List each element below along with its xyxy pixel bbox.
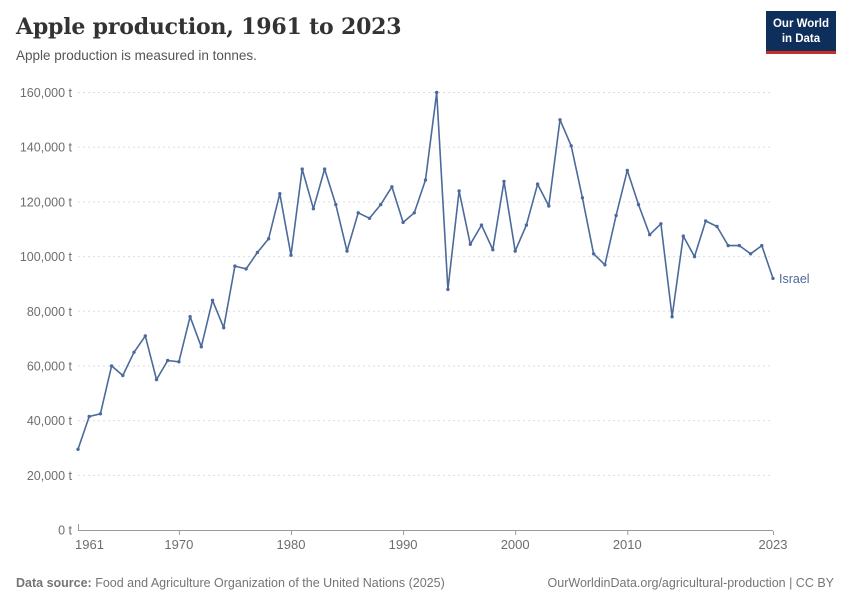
data-point (491, 248, 495, 252)
data-point (737, 243, 742, 248)
data-point (300, 167, 304, 171)
y-axis-tick-label: 100,000 t (20, 250, 73, 264)
y-axis-tick-label: 80,000 t (27, 305, 73, 319)
data-point (188, 315, 192, 319)
data-point (154, 377, 159, 382)
data-point (199, 345, 203, 349)
data-point (535, 182, 540, 186)
data-point (636, 202, 641, 207)
data-point (692, 254, 697, 259)
data-point (322, 167, 327, 171)
data-point (356, 211, 360, 215)
y-axis-tick-label: 0 t (58, 524, 72, 538)
data-point (98, 412, 103, 416)
data-point (379, 202, 383, 207)
y-axis-tick-label: 40,000 t (27, 414, 73, 428)
data-point (591, 252, 596, 256)
data-point (580, 196, 585, 200)
data-point (166, 358, 170, 363)
data-point (715, 224, 719, 229)
data-point (423, 178, 428, 182)
data-point (345, 249, 349, 253)
data-point (569, 144, 573, 148)
data-point (334, 202, 338, 207)
data-point (513, 249, 517, 253)
owid-logo-line2: in Data (781, 32, 821, 45)
x-axis-tick-label: 1970 (164, 537, 193, 552)
x-axis-tick-label: 2023 (759, 537, 788, 552)
data-point (289, 253, 293, 257)
data-point (502, 179, 506, 184)
owid-logo-line1: Our World (772, 18, 829, 30)
y-axis-tick-label: 60,000 t (27, 359, 73, 373)
chart-title: Apple production, 1961 to 2023 (16, 14, 402, 40)
data-point (367, 216, 372, 220)
chart-subtitle: Apple production is measured in tonnes. (16, 48, 257, 63)
footer-link[interactable]: OurWorldinData.org/agricultural-producti… (547, 576, 834, 590)
data-point (76, 447, 80, 451)
x-axis-tick-label: 2000 (501, 537, 530, 552)
data-point (435, 90, 439, 95)
data-point (109, 364, 114, 368)
data-point (390, 185, 394, 189)
data-point (648, 233, 652, 237)
x-axis-tick-label: 1961 (75, 537, 104, 552)
data-point (121, 373, 125, 378)
data-point (704, 219, 708, 223)
data-point (468, 242, 472, 246)
data-point (603, 263, 607, 267)
data-point (311, 207, 316, 211)
data-point (132, 350, 136, 354)
data-point (255, 250, 260, 255)
x-axis-tick-label: 1990 (389, 537, 418, 552)
data-point (177, 360, 181, 364)
data-point (210, 298, 215, 302)
data-point (625, 168, 629, 173)
y-axis-tick-label: 140,000 t (20, 141, 73, 155)
y-axis-tick-label: 160,000 t (20, 86, 73, 100)
chart-header: Apple production, 1961 to 2023 Apple pro… (16, 14, 760, 63)
data-point (457, 189, 461, 193)
data-point (278, 192, 282, 196)
data-point (614, 213, 618, 218)
data-point (222, 326, 226, 330)
x-axis-tick-label: 2010 (613, 537, 642, 552)
data-point (547, 204, 551, 208)
line-series-israel (77, 91, 774, 451)
data-point (748, 252, 753, 256)
data-point (244, 267, 248, 271)
data-point (479, 223, 484, 227)
data-point (659, 222, 663, 226)
footer-source-label: Data source: (16, 576, 92, 590)
data-point (266, 237, 271, 241)
y-axis-tick-label: 20,000 t (27, 469, 73, 483)
data-point (412, 211, 416, 215)
data-point (681, 234, 685, 238)
data-point (670, 315, 674, 319)
data-point (726, 243, 730, 248)
data-point (401, 220, 405, 225)
footer-source: Data source: Food and Agriculture Organi… (16, 576, 445, 590)
data-point (771, 276, 775, 281)
data-point (233, 264, 237, 268)
owid-logo[interactable]: Our World in Data (765, 11, 836, 54)
data-point (143, 334, 147, 338)
y-axis-tick-label: 120,000 t (20, 195, 73, 209)
data-point (558, 118, 562, 122)
series-label-israel: Israel (779, 272, 810, 286)
data-point (87, 414, 91, 419)
data-point (446, 287, 450, 292)
data-point (524, 223, 529, 227)
data-point (760, 243, 764, 248)
footer-source-text: Food and Agriculture Organization of the… (95, 576, 445, 590)
chart-footer: Data source: Food and Agriculture Organi… (16, 576, 834, 590)
x-axis-tick-label: 1980 (277, 537, 306, 552)
